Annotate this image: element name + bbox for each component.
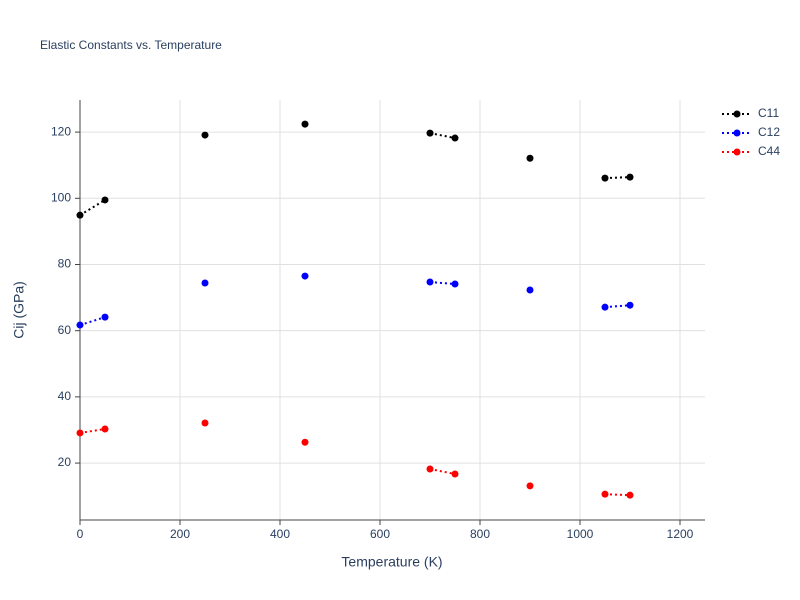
x-tick-label: 800 <box>470 527 490 541</box>
point <box>426 465 434 473</box>
y-tick-label: 40 <box>58 389 72 403</box>
legend-marker <box>733 148 741 156</box>
legend-label: C44 <box>758 144 780 158</box>
series-line <box>79 281 631 327</box>
point <box>601 174 609 182</box>
legend-marker <box>733 110 741 118</box>
point <box>601 303 609 311</box>
legend-marker <box>733 129 741 137</box>
point <box>426 129 434 137</box>
point <box>601 490 609 498</box>
y-tick-label: 80 <box>58 257 72 271</box>
series-line <box>79 427 631 497</box>
point <box>526 286 534 294</box>
x-tick-label: 1000 <box>567 527 594 541</box>
point <box>451 280 459 288</box>
x-tick-label: 400 <box>270 527 290 541</box>
point <box>101 425 109 433</box>
series-line <box>79 132 631 217</box>
point <box>626 491 634 499</box>
y-tick-label: 60 <box>58 323 72 337</box>
point <box>76 429 84 437</box>
point <box>201 131 209 139</box>
x-axis-title: Temperature (K) <box>341 554 442 570</box>
chart-title: Elastic Constants vs. Temperature <box>40 38 222 52</box>
point <box>626 301 634 309</box>
point <box>101 313 109 321</box>
point <box>451 470 459 478</box>
point <box>301 438 309 446</box>
y-tick-label: 20 <box>58 455 72 469</box>
x-tick-label: 0 <box>77 527 84 541</box>
x-tick-label: 200 <box>170 527 190 541</box>
y-tick-label: 100 <box>51 190 71 204</box>
point <box>201 419 209 427</box>
point <box>76 321 84 329</box>
point <box>76 211 84 219</box>
point <box>526 482 534 490</box>
point <box>101 196 109 204</box>
point <box>426 278 434 286</box>
point <box>451 134 459 142</box>
x-tick-label: 600 <box>370 527 390 541</box>
y-axis-title: Cij (GPa) <box>11 281 27 339</box>
y-tick-label: 120 <box>51 124 71 138</box>
point <box>301 272 309 280</box>
point <box>526 154 534 162</box>
legend-label: C12 <box>758 125 780 139</box>
point <box>626 173 634 181</box>
point <box>301 120 309 128</box>
x-tick-label: 1200 <box>667 527 694 541</box>
point <box>201 279 209 287</box>
legend-label: C11 <box>758 106 779 120</box>
